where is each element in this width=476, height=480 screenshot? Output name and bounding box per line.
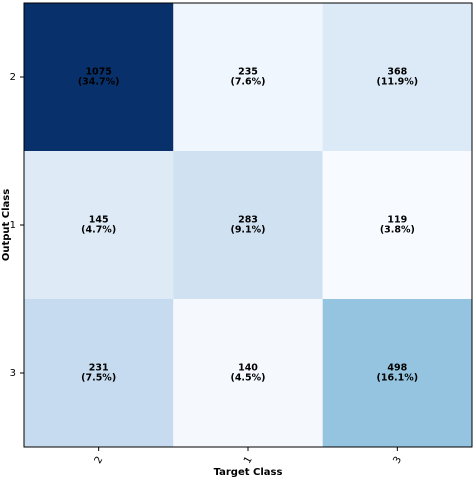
y-tick-label: 1 xyxy=(10,220,16,231)
cell-percent: (7.6%) xyxy=(230,77,265,88)
cell-count: 119 xyxy=(387,215,407,226)
cell-percent: (16.1%) xyxy=(377,373,419,384)
cell-percent: (4.7%) xyxy=(81,225,116,236)
cell-count: 145 xyxy=(89,215,109,226)
cell xyxy=(322,151,472,299)
cell-percent: (3.8%) xyxy=(380,225,415,236)
y-axis-label: Output Class xyxy=(1,189,12,261)
cell-percent: (4.5%) xyxy=(230,373,265,384)
y-tick-label: 3 xyxy=(10,368,16,379)
cell-percent: (11.9%) xyxy=(377,77,419,88)
cell xyxy=(173,299,323,447)
x-tick-label: 2 xyxy=(93,455,106,466)
cell xyxy=(173,151,323,299)
cell-count: 283 xyxy=(238,215,258,226)
cell-count: 231 xyxy=(89,363,109,374)
cell xyxy=(322,299,472,447)
x-tick-label: 3 xyxy=(391,455,404,466)
cell-percent: (7.5%) xyxy=(81,373,116,384)
cell-count: 1075 xyxy=(85,67,111,78)
cell xyxy=(24,3,174,151)
cell-count: 235 xyxy=(238,67,258,78)
cell-percent: (34.7%) xyxy=(78,77,120,88)
cell-count: 498 xyxy=(387,363,407,374)
cell-count: 140 xyxy=(238,363,258,374)
x-tick-label: 1 xyxy=(242,455,255,466)
cell-percent: (9.1%) xyxy=(230,225,265,236)
x-axis-label: Target Class xyxy=(214,467,283,478)
cell xyxy=(24,299,174,447)
cell xyxy=(322,3,472,151)
cell xyxy=(173,3,323,151)
cell-count: 368 xyxy=(387,67,407,78)
y-tick-label: 2 xyxy=(10,72,16,83)
cell xyxy=(24,151,174,299)
